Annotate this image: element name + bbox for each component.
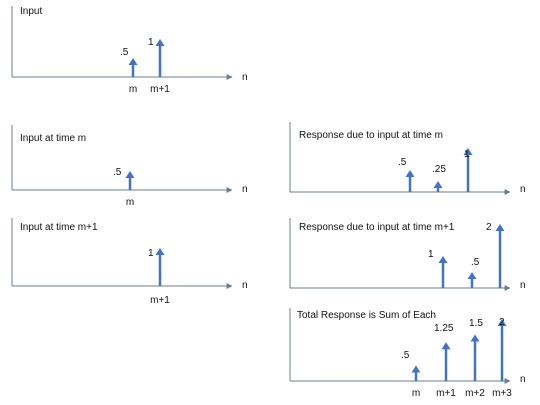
panel-input: Input n .5 1 m m+1 — [11, 6, 248, 95]
stem-arrowhead — [411, 365, 421, 373]
stem: 2 — [497, 317, 507, 381]
panel-response-m1: Response due to input at time m+1 n 1 .5 2 — [289, 218, 526, 291]
panel-total: Total Response is Sum of Each n .5 1.25 1.5 2… — [289, 308, 526, 399]
panel-title: Response due to input at time m+1 — [299, 222, 455, 233]
stem-value-label: 1 — [148, 248, 154, 259]
panel-title: Input — [20, 6, 42, 17]
stem: 1 — [428, 249, 448, 288]
axis-label-n: n — [520, 374, 526, 385]
stem-arrowhead — [470, 334, 480, 342]
stem-value-label: .5 — [113, 167, 122, 178]
stem: 2 — [486, 222, 505, 288]
stem-value-label: .5 — [471, 257, 480, 268]
stem-value-label: .5 — [398, 157, 407, 168]
stem: 1.25 — [434, 323, 454, 381]
axis-label-n: n — [242, 280, 248, 291]
stem: .5 — [398, 157, 415, 192]
stem-arrowhead — [433, 181, 443, 188]
tick-label: m — [129, 84, 137, 95]
stem-arrowhead — [463, 148, 473, 155]
stem-arrowhead — [405, 170, 415, 177]
tick-label: m+1 — [150, 295, 170, 306]
stem-value-label: 2 — [499, 317, 505, 328]
stem: 1.5 — [469, 318, 483, 381]
panel-input-at-m1: Input at time m+1 n 1 m+1 — [11, 218, 248, 306]
tick-label: m+2 — [465, 388, 485, 399]
stem-value-label: 2 — [486, 222, 492, 233]
tick-label: m — [126, 197, 134, 208]
stem-arrowhead — [155, 248, 165, 255]
stem-value-label: 1.5 — [469, 318, 483, 329]
tick-label: m+3 — [492, 388, 512, 399]
stem-arrowhead — [441, 342, 451, 350]
stem: .5 — [113, 167, 135, 190]
stem-arrowhead — [467, 272, 477, 279]
stem-value-label: 1 — [464, 149, 470, 160]
stem-arrowhead — [125, 171, 135, 178]
tick-label: m+1 — [150, 84, 170, 95]
stem-value-label: 1 — [148, 37, 154, 48]
stem-value-label: 1 — [428, 249, 434, 260]
stem-arrowhead — [128, 58, 138, 65]
stem-arrowhead — [495, 224, 505, 231]
stem-arrowhead — [438, 256, 448, 263]
stem: 1 — [148, 37, 165, 77]
panel-input-at-m: Input at time m n .5 m — [11, 125, 248, 208]
stem: .5 — [120, 47, 138, 77]
axis-label-n: n — [242, 184, 248, 195]
axis-label-n: n — [520, 280, 526, 291]
stem-arrowhead — [155, 39, 165, 46]
stem-arrowhead — [497, 319, 507, 326]
stem-value-label: .25 — [432, 164, 446, 175]
tick-label: m+1 — [436, 388, 456, 399]
panel-title: Total Response is Sum of Each — [297, 310, 436, 321]
panel-response-m: Response due to input at time m n .5 .25 1 — [289, 122, 526, 195]
stem: .5 — [467, 257, 480, 288]
panel-title: Input at time m — [20, 133, 86, 144]
stem: 1 — [463, 148, 473, 192]
stem-value-label: 1.25 — [434, 323, 454, 334]
panel-title: Response due to input at time m — [299, 130, 443, 141]
stem: .5 — [401, 350, 421, 381]
stem-value-label: .5 — [401, 350, 410, 361]
panel-title: Input at time m+1 — [20, 222, 98, 233]
stem-value-label: .5 — [120, 47, 129, 58]
stem: 1 — [148, 248, 165, 286]
stem: .25 — [432, 164, 446, 192]
axis-label-n: n — [242, 72, 248, 83]
tick-label: m — [412, 388, 420, 399]
axis-label-n: n — [520, 184, 526, 195]
